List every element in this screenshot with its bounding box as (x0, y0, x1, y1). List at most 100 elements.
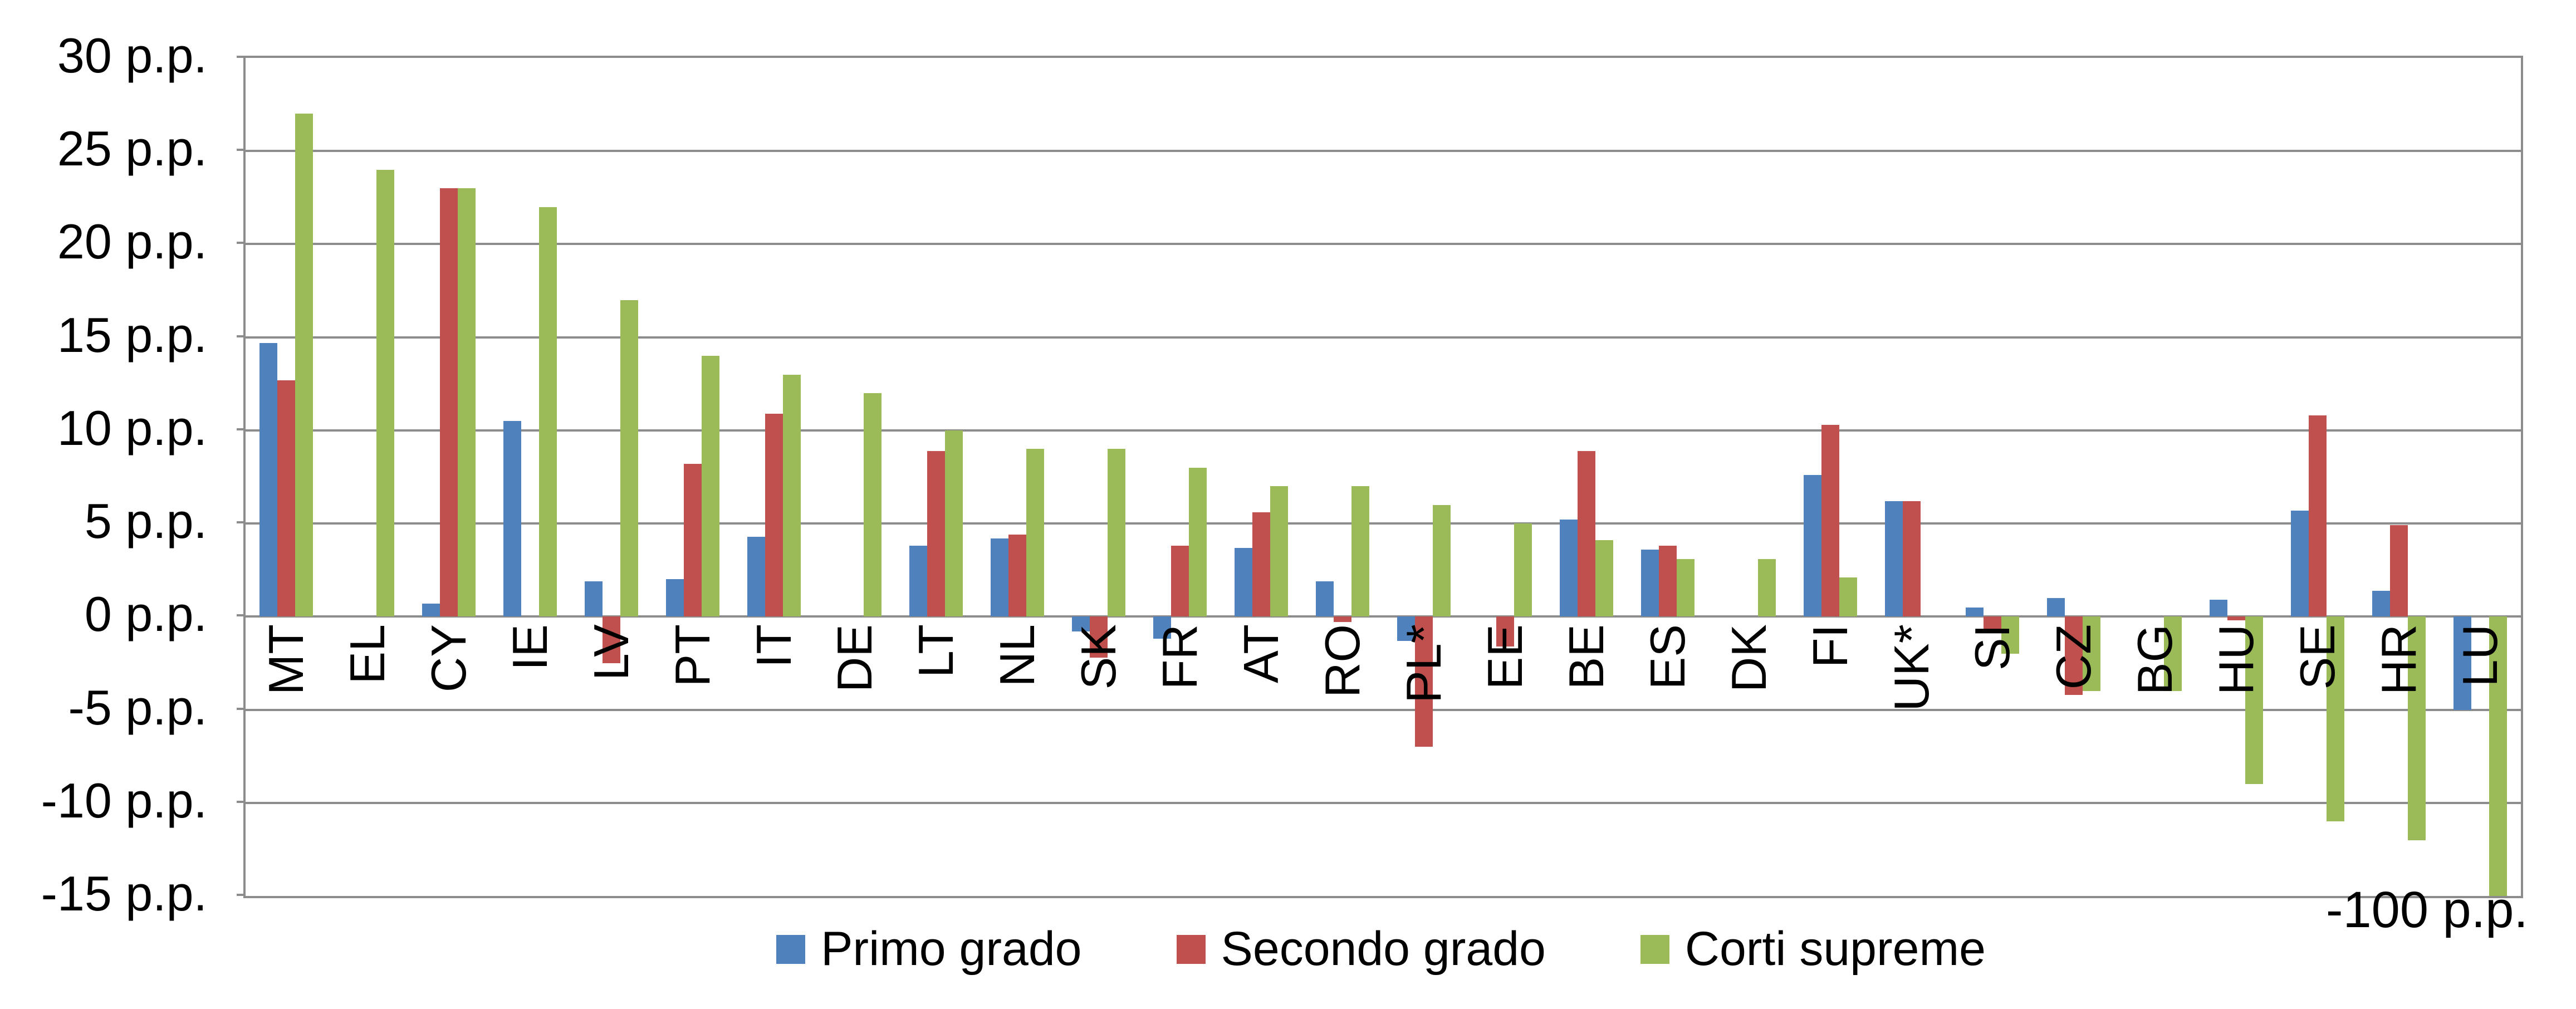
clipped-bar-annotation: -100 p.p. (2325, 881, 2528, 938)
bar-EE-secondo-grado (1496, 616, 1514, 646)
y-tick-mark--10 (237, 800, 246, 803)
bar-EE-corti-supreme (1514, 523, 1532, 617)
bar-BE-secondo-grado (1578, 450, 1595, 617)
x-tick-label-MT: MT (258, 624, 314, 695)
y-tick-mark-5 (237, 521, 246, 524)
bar-MT-secondo-grado (277, 380, 295, 617)
bar-SK-corti-supreme (1108, 449, 1125, 617)
bar-UK*-secondo-grado (1903, 501, 1921, 617)
bar-SE-corti-supreme (2327, 616, 2344, 822)
x-tick-label-HR: HR (2371, 624, 2427, 695)
bar-PT-secondo-grado (684, 464, 702, 617)
legend-swatch-icon (776, 934, 806, 964)
gridline-0 (246, 615, 2521, 618)
gridline--10 (246, 801, 2521, 804)
legend-swatch-icon (1176, 934, 1206, 964)
bar-SI-secondo-grado (1984, 616, 2001, 634)
y-tick-label-0: 0 p.p. (84, 586, 207, 642)
bar-AT-corti-supreme (1270, 486, 1288, 617)
bar-IE-corti-supreme (539, 207, 557, 617)
gridline--5 (246, 708, 2521, 711)
bar-PT-corti-supreme (702, 356, 719, 617)
bar-AT-secondo-grado (1252, 512, 1270, 617)
gridline-5 (246, 522, 2521, 525)
bar-LV-primo-grado (585, 581, 603, 617)
bar-PL*-primo-grado (1397, 616, 1415, 641)
y-tick-mark-30 (237, 56, 246, 58)
bar-LV-secondo-grado (603, 616, 620, 663)
y-tick-mark--5 (237, 707, 246, 710)
y-tick-label-20: 20 p.p. (57, 214, 207, 270)
x-tick-label-RO: RO (1315, 624, 1370, 698)
y-tick-label--5: -5 p.p. (68, 679, 207, 735)
y-tick-label-25: 25 p.p. (57, 121, 207, 177)
bar-LU-primo-grado (2453, 616, 2471, 710)
bar-IT-corti-supreme (783, 374, 801, 617)
bar-HU-secondo-grado (2227, 616, 2245, 621)
bar-NL-corti-supreme (1026, 449, 1044, 617)
bar-FR-corti-supreme (1189, 467, 1207, 617)
bar-IT-primo-grado (747, 536, 765, 617)
x-tick-label-HU: HU (2208, 624, 2264, 695)
bar-CZ-primo-grado (2047, 597, 2065, 617)
bar-PL*-secondo-grado (1415, 616, 1433, 747)
legend-item-secondo-grado: Secondo grado (1176, 922, 1546, 977)
bar-LV-corti-supreme (620, 300, 638, 617)
y-tick-mark-10 (237, 428, 246, 430)
bar-LT-primo-grado (909, 546, 927, 617)
y-tick-mark--15 (237, 894, 246, 896)
bar-SK-secondo-grado (1090, 616, 1108, 658)
x-tick-label-LV: LV (583, 624, 639, 681)
plot-area: MT EL CY IE LV PT IT DE LT NL SK FR AT RO PL* EE BE ES DK F… (243, 56, 2523, 898)
bar-DK-corti-supreme (1758, 559, 1776, 617)
y-tick-label-5: 5 p.p. (84, 493, 207, 549)
bar-CY-secondo-grado (440, 188, 458, 617)
y-tick-label-30: 30 p.p. (57, 28, 207, 83)
y-tick-mark-25 (237, 149, 246, 151)
bar-LU-corti-supreme (2489, 616, 2507, 896)
gridline-10 (246, 429, 2521, 432)
x-tick-label-AT: AT (1233, 624, 1289, 684)
x-tick-label-EE: EE (1477, 624, 1532, 690)
bar-RO-corti-supreme (1351, 486, 1369, 617)
x-tick-label-DK: DK (1721, 624, 1776, 693)
x-tick-label-SK: SK (1071, 624, 1127, 690)
x-tick-label-CZ: CZ (2046, 624, 2102, 690)
x-tick-label-UK*: UK* (1883, 624, 1939, 712)
bar-HU-primo-grado (2210, 600, 2227, 617)
legend-item-primo-grado: Primo grado (776, 922, 1082, 977)
x-tick-label-BG: BG (2127, 624, 2183, 695)
bar-NL-primo-grado (991, 538, 1008, 617)
y-tick-label-10: 10 p.p. (57, 400, 207, 455)
bar-FR-secondo-grado (1171, 546, 1189, 617)
bar-IT-secondo-grado (765, 413, 783, 617)
x-tick-label-IE: IE (502, 624, 557, 671)
bar-SK-primo-grado (1072, 616, 1090, 632)
legend-swatch-icon (1640, 934, 1669, 964)
bar-HU-corti-supreme (2245, 616, 2263, 785)
bar-AT-primo-grado (1235, 547, 1252, 617)
bar-ES-secondo-grado (1659, 546, 1677, 617)
x-tick-label-PT: PT (664, 624, 720, 687)
bar-RO-primo-grado (1316, 581, 1334, 617)
x-tick-label-SI: SI (1965, 624, 2020, 671)
gridline-25 (246, 150, 2521, 153)
y-tick-mark-0 (237, 614, 246, 617)
bar-SE-primo-grado (2291, 510, 2309, 617)
bar-CY-primo-grado (422, 603, 440, 617)
bar-HR-secondo-grado (2390, 525, 2408, 617)
legend: Primo grado Secondo grado Corti supreme (243, 922, 2519, 977)
bar-HR-corti-supreme (2408, 616, 2426, 840)
bar-HR-primo-grado (2372, 590, 2390, 617)
y-tick-mark-20 (237, 242, 246, 244)
bar-FI-corti-supreme (1839, 577, 1857, 617)
bar-EL-corti-supreme (376, 169, 394, 617)
y-tick-label-15: 15 p.p. (57, 307, 207, 363)
y-tick-label--10: -10 p.p. (41, 772, 207, 828)
bar-SI-corti-supreme (2001, 616, 2019, 654)
bar-MT-corti-supreme (295, 114, 313, 617)
legend-item-corti-supreme: Corti supreme (1640, 922, 1986, 977)
x-tick-label-FI: FI (1802, 624, 1858, 668)
bar-CY-corti-supreme (458, 188, 476, 617)
